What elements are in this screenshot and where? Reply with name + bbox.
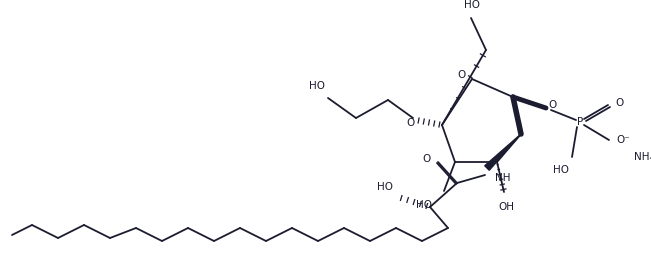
Text: HO: HO (309, 81, 325, 91)
Text: O⁻: O⁻ (616, 135, 630, 145)
Text: O: O (458, 70, 466, 80)
Text: NH₄⁺: NH₄⁺ (634, 152, 651, 162)
Text: O: O (407, 118, 415, 128)
Text: HO: HO (464, 0, 480, 10)
Text: O: O (615, 98, 623, 108)
Text: NH: NH (495, 173, 510, 183)
Text: HO: HO (416, 200, 432, 210)
Text: O: O (422, 154, 431, 164)
Text: HO: HO (553, 165, 569, 175)
Text: O: O (548, 100, 556, 110)
Polygon shape (485, 134, 521, 170)
Text: P: P (577, 117, 583, 127)
Text: OH: OH (498, 202, 514, 212)
Text: HO: HO (377, 182, 393, 192)
